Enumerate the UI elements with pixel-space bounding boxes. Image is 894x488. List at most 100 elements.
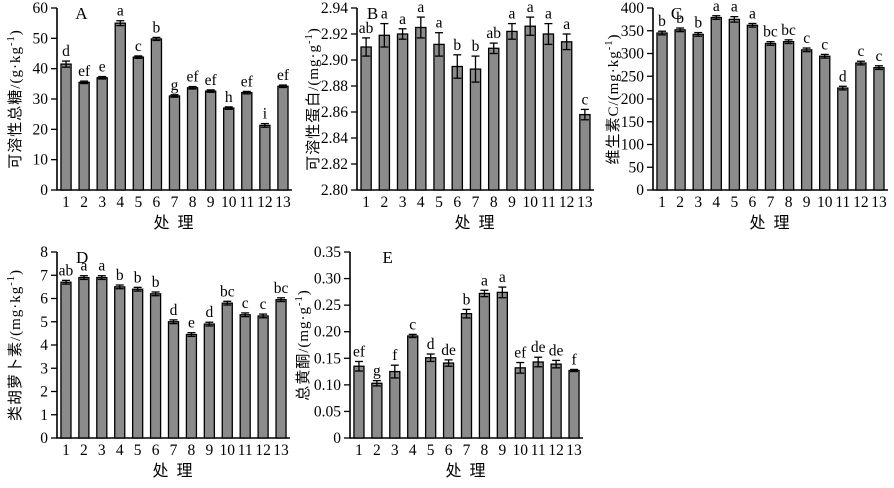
x-tick-label-C-13: 13 [871,194,887,211]
x-tick-label-E-11: 11 [531,442,546,459]
bar-B-1 [360,46,372,191]
x-axis-labels-C: 1 2 3 4 5 6 7 8 9 10 11 12 13 [658,194,887,211]
x-tick-label-B-8: 8 [490,194,498,211]
y-tick-label: 0.20 [314,324,341,341]
sig-letter-E-13: f [571,351,577,368]
y-tick-label: 2.84 [321,130,348,147]
y-axis-ticks-B: 2.80 2.82 2.84 2.86 2.88 2.90 2.92 2.94 [321,0,357,199]
sig-letter-A-3: e [99,59,106,76]
bar-A-8 [186,87,199,191]
chart-B: 2.80 2.82 2.84 2.86 2.88 2.90 2.92 2.94 可溶性蛋白/(m… [304,0,594,232]
bar-C-6 [746,24,759,191]
sig-letter-C-7: bc [763,24,778,41]
sig-letter-A-2: ef [78,63,91,80]
error-bars-D [61,275,286,338]
x-tick-label-B-13: 13 [577,194,593,211]
sig-letter-E-12: de [549,342,564,359]
sig-letter-A-7: g [171,77,179,94]
bar-C-5 [728,18,741,191]
y-tick-label: 40 [33,61,49,78]
bar-B-10 [524,25,536,191]
bar-C-3 [692,33,704,191]
x-tick-label-C-1: 1 [658,194,666,211]
sig-letter-B-10: a [527,0,534,16]
sig-letter-D-5: b [134,269,142,286]
y-axis-ticks-D: 0 1 2 3 4 5 6 7 8 [40,244,57,447]
x-tick-label-D-2: 2 [80,442,88,459]
bar-C-13 [873,66,885,191]
sig-letter-E-5: d [427,336,435,353]
sig-letter-A-12: i [263,106,268,123]
bar-B-9 [506,30,518,191]
bar-B-2 [378,34,391,191]
bars-D [60,276,287,439]
y-tick-label: 2.82 [321,156,348,173]
sig-letter-D-3: a [98,258,105,275]
x-axis-title-D: 处 理 [152,462,194,480]
x-axis-title-A: 处 理 [153,214,195,232]
sig-letter-E-4: c [409,316,416,333]
sig-letter-A-9: ef [205,72,218,89]
y-tick-label: 8 [40,244,48,261]
sig-letter-A-13: ef [277,67,290,84]
sig-letter-A-6: b [153,19,161,36]
sig-letter-B-7: b [472,38,480,55]
sig-letter-A-5: c [135,38,142,55]
y-tick-label: 60 [33,0,49,17]
sig-letter-A-8: ef [187,69,200,86]
x-tick-label-B-4: 4 [417,194,425,211]
x-tick-label-A-8: 8 [189,194,197,211]
y-tick-label: 100 [621,137,645,154]
bar-B-13 [579,113,591,191]
x-tick-label-A-9: 9 [207,194,215,211]
error-bars-C [658,15,883,91]
bar-A-9 [204,90,217,191]
bar-E-7 [460,312,473,439]
panel-a-soluble-total-sugar: 0 10 20 30 40 50 60 可溶性总糖/(g·kg-1) d ef e a c b g ef ef h… [0,0,298,234]
bar-D-11 [239,314,251,439]
y-tick-label: 200 [621,91,645,108]
panel-letter-B: B [367,4,378,23]
sig-letter-A-10: h [225,89,233,106]
error-bars-B [362,16,589,121]
y-axis-title-A: 可溶性总糖/(g·kg-1) [6,29,24,168]
x-tick-label-C-12: 12 [853,194,869,211]
bar-D-1 [60,281,72,439]
bar-C-10 [819,55,831,191]
bar-E-6 [442,362,455,439]
x-tick-label-B-6: 6 [453,194,461,211]
x-tick-label-A-1: 1 [62,194,70,211]
x-tick-label-C-5: 5 [730,194,738,211]
y-tick-label: 2 [40,384,48,401]
y-tick-label: 0 [40,430,48,447]
sig-letter-D-9: d [205,304,213,321]
x-tick-label-B-3: 3 [399,194,407,211]
sig-letter-B-5: a [436,15,443,32]
sig-letter-C-13: c [876,48,883,65]
y-tick-label: 2.80 [321,182,348,199]
y-tick-label: 250 [621,68,645,85]
sig-letter-C-10: c [821,36,828,53]
error-bars-E [354,286,579,387]
sig-letter-C-3: b [694,15,702,32]
sig-letter-B-13: c [581,91,588,108]
sig-letter-C-6: a [749,5,756,22]
y-axis-title-E: 总黄酮/(mg·g-1) [294,289,312,401]
y-tick-label: 400 [621,0,645,17]
x-tick-label-B-7: 7 [472,194,480,211]
sig-letter-C-9: c [803,30,810,47]
y-tick-label: 4 [40,337,48,354]
bar-D-7 [167,321,180,439]
bar-A-2 [78,81,90,191]
sig-letter-B-2: a [381,6,388,23]
x-tick-label-D-11: 11 [238,442,253,459]
x-tick-label-A-10: 10 [221,194,237,211]
bar-C-9 [800,49,813,191]
error-bars-A [62,20,287,128]
y-axis-title-D: 类胡萝卜素/(mg·kg-1) [6,269,24,421]
x-tick-label-C-6: 6 [749,194,757,211]
x-tick-label-C-7: 7 [767,194,775,211]
